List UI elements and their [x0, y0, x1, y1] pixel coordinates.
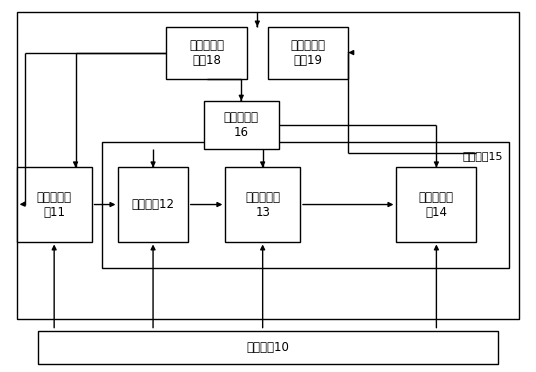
Bar — [17, 12, 519, 320]
Text: 第一数据缓
存区18: 第一数据缓 存区18 — [189, 39, 224, 67]
Text: 累加缓存区
13: 累加缓存区 13 — [245, 190, 280, 218]
Bar — [204, 101, 279, 149]
Bar — [396, 167, 477, 241]
Text: 乘加阵列12: 乘加阵列12 — [131, 198, 175, 211]
Bar — [17, 167, 92, 241]
Bar — [225, 167, 300, 241]
Text: 临时缓存区
16: 临时缓存区 16 — [224, 111, 259, 139]
Bar — [118, 167, 188, 241]
Text: 特征处理模
块14: 特征处理模 块14 — [419, 190, 454, 218]
Text: 第二数据缓
存区19: 第二数据缓 存区19 — [291, 39, 325, 67]
Bar — [268, 27, 348, 78]
Text: 数据预取模
块11: 数据预取模 块11 — [36, 190, 72, 218]
Bar — [166, 27, 247, 78]
Text: 控制模块10: 控制模块10 — [247, 341, 289, 354]
Text: 计算模块15: 计算模块15 — [463, 151, 503, 161]
Bar — [38, 331, 498, 364]
Bar — [102, 141, 509, 267]
